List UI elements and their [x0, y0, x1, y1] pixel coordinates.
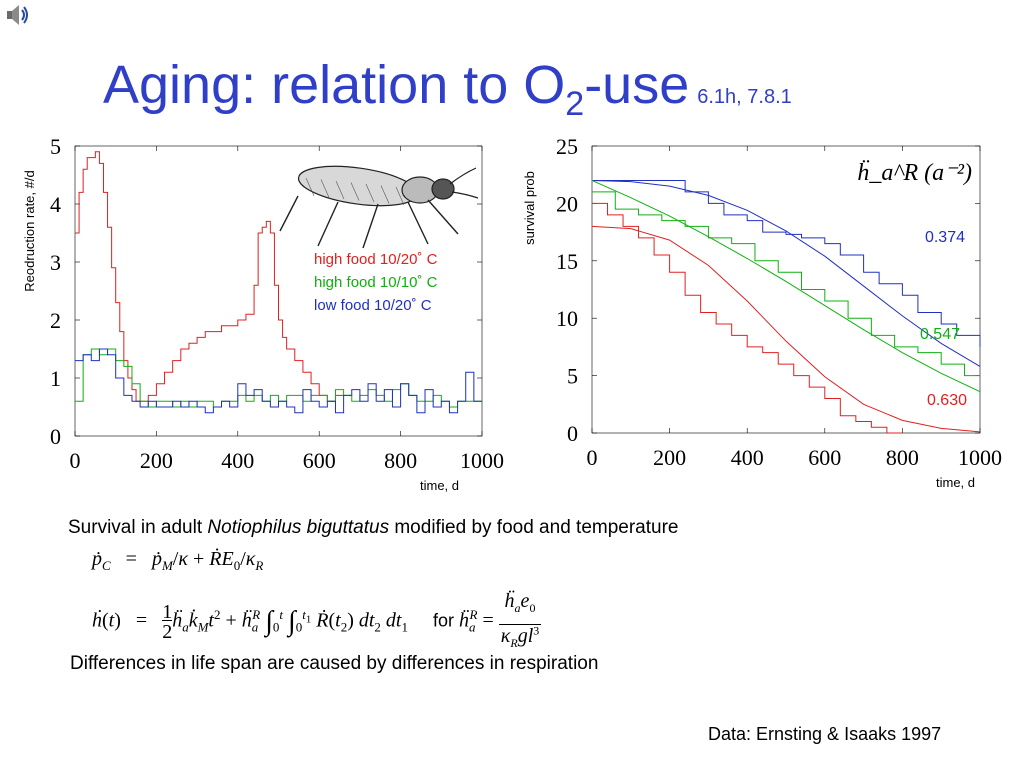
beetle-leg — [317, 201, 339, 247]
survival-y-tick-label: 10 — [556, 306, 578, 331]
beetle-head — [431, 178, 455, 200]
survival-step-2 — [592, 202, 903, 434]
survival-x-axis-label: time, d — [936, 475, 975, 490]
repro-plot-frame — [74, 145, 483, 437]
repro-y-tick-label: 4 — [50, 192, 61, 217]
beetle-illustration — [279, 165, 479, 249]
beetle-antenna — [451, 191, 479, 199]
survival-annotation: ḧ_a^R (a⁻²) — [857, 160, 972, 186]
data-credit: Data: Ernsting & Isaaks 1997 — [708, 724, 942, 744]
repro-x-tick-label: 200 — [140, 448, 173, 473]
legend-entry: low food 10/20˚ C — [314, 297, 432, 314]
repro-x-tick-label: 600 — [303, 448, 336, 473]
survival-fit-2 — [591, 225, 981, 433]
reproduction-chart: 0 200 400 600 800 1000 0 1 2 3 4 5 Reodruction rate,… — [22, 134, 504, 493]
survival-chart: 0 200 400 600 800 1000 0 5 10 15 20 25 survival prob… — [522, 134, 1002, 490]
caption-species: Notiophilus biguttatus — [207, 517, 390, 538]
title-ref: 6.1h, 7.8.1 — [697, 86, 792, 108]
survival-y-tick-label: 5 — [567, 364, 578, 389]
beetle-hatching — [335, 180, 345, 200]
repro-y-tick-label: 1 — [50, 366, 61, 391]
title-main: Aging: relation to O — [103, 55, 566, 115]
survival-x-tick-label: 600 — [808, 445, 841, 470]
survival-y-tick-label: 0 — [567, 421, 578, 446]
repro-y-tick-label: 3 — [50, 250, 61, 275]
caption: Survival in adult Notiophilus biguttatus… — [68, 517, 678, 539]
repro-x-tick-label: 1000 — [460, 448, 504, 473]
survival-fit-0 — [591, 179, 981, 367]
repro-x-tick-label: 0 — [70, 448, 81, 473]
title-subscript: 2 — [565, 85, 585, 123]
legend-entry: high food 10/20˚ C — [314, 251, 438, 268]
survival-step-1 — [592, 191, 980, 377]
beetle-leg — [427, 199, 459, 235]
beetle-hatching — [395, 186, 405, 206]
survival-plot-frame — [591, 145, 981, 434]
statement: Differences in life span are caused by d… — [70, 653, 599, 674]
survival-y-tick-label: 20 — [556, 191, 578, 216]
repro-y-tick-label: 5 — [50, 134, 61, 159]
beetle-hatching — [305, 177, 315, 197]
survival-y-tick-label: 25 — [556, 134, 578, 159]
beetle-hatching — [380, 185, 390, 204]
survival-y-axis-label: survival prob — [522, 171, 537, 245]
survival-y-tick-label: 15 — [556, 249, 578, 274]
repro-x-tick-label: 400 — [221, 448, 254, 473]
beetle-antenna — [449, 167, 477, 185]
title-suffix: -use — [584, 55, 690, 115]
repro-x-axis-label: time, d — [420, 478, 459, 493]
repro-y-axis-label: Reodruction rate, #/d — [22, 170, 37, 291]
repro-x-tick-label: 800 — [384, 448, 417, 473]
slide-title: Aging: relation to O2-use 6.1h, 7.8.1 — [103, 55, 792, 121]
caption-pre: Survival in adult — [68, 517, 208, 538]
survival-x-tick-label: 0 — [587, 445, 598, 470]
beetle-hatching — [365, 183, 375, 203]
repro-series-0 — [75, 151, 344, 402]
survival-x-tick-label: 800 — [886, 445, 919, 470]
survival-rate-label: 0.547 — [920, 326, 960, 343]
survival-x-tick-label: 200 — [653, 445, 686, 470]
for-word: for — [432, 610, 454, 631]
beetle-leg — [279, 195, 299, 232]
survival-fit-1 — [591, 179, 981, 393]
equation-1: ṗC = ṗM/κ + ṘE0/κR — [92, 548, 264, 573]
survival-x-tick-label: 1000 — [958, 445, 1002, 470]
beetle-hatching — [350, 182, 360, 201]
repro-y-tick-label: 0 — [50, 424, 61, 449]
beetle-leg — [407, 201, 429, 245]
beetle-leg — [362, 203, 379, 249]
survival-step-0 — [592, 179, 981, 347]
beetle-body — [297, 165, 419, 207]
speaker-icon[interactable] — [4, 2, 30, 28]
beetle-hatching — [320, 179, 330, 198]
survival-rate-label: 0.630 — [927, 392, 967, 409]
survival-x-tick-label: 400 — [731, 445, 764, 470]
legend-entry: high food 10/10˚ C — [314, 274, 438, 291]
survival-rate-label: 0.374 — [925, 229, 965, 246]
equation-2: ḣ(t) = 1 2ḧak̇Mt2 + ḧaR ∫0t ∫0t1 Ṙ(t2) dt… — [92, 590, 542, 650]
repro-series-2 — [75, 348, 482, 414]
caption-post: modified by food and temperature — [389, 517, 679, 538]
repro-y-tick-label: 2 — [50, 308, 61, 333]
